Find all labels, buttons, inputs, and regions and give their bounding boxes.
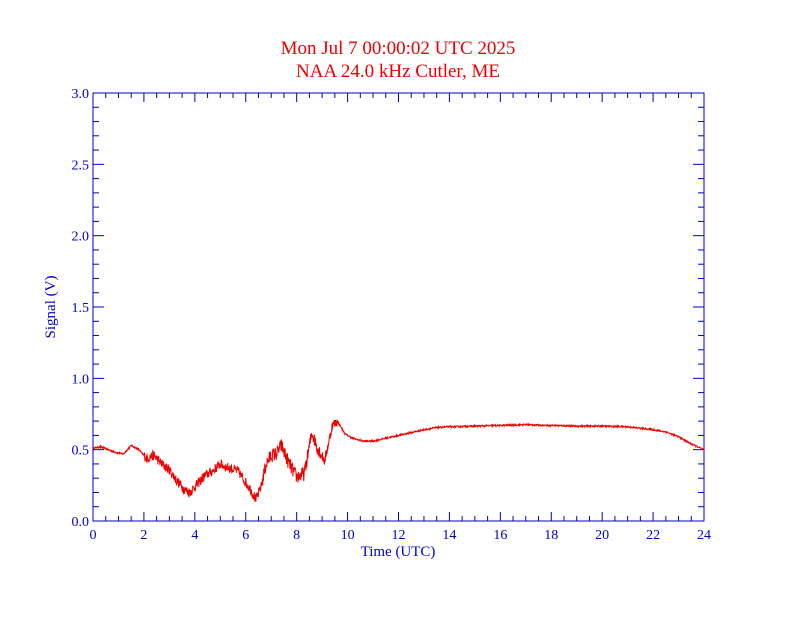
- axes-layer: 0 2 4 6 8 10 12 14 16 18 20 22 240.00.51.01.52.02.53…: [72, 87, 712, 543]
- chart-subtitle: NAA 24.0 kHz Cutler, ME: [296, 61, 500, 82]
- x-tick-label: 18: [544, 528, 558, 543]
- x-tick-label: 16: [493, 528, 507, 543]
- x-tick-label: 6: [242, 528, 249, 543]
- chart-title: Mon Jul 7 00:00:02 UTC 2025: [281, 38, 516, 59]
- y-tick-label: 1.5: [72, 301, 90, 316]
- x-axis-label: Time (UTC): [361, 544, 436, 560]
- x-tick-label: 10: [341, 528, 355, 543]
- y-tick-label: 2.5: [72, 158, 90, 173]
- x-tick-label: 20: [595, 528, 609, 543]
- y-tick-label: 0.5: [72, 444, 90, 459]
- y-tick-label: 2.0: [72, 230, 90, 245]
- y-axis-label: Signal (V): [43, 276, 59, 339]
- signal-series-line: [92, 419, 705, 502]
- plot-frame: [92, 92, 705, 522]
- x-tick-label: 8: [293, 528, 300, 543]
- x-tick-label: 12: [392, 528, 406, 543]
- x-tick-label: 24: [697, 528, 711, 543]
- x-tick-label: 4: [191, 528, 198, 543]
- x-tick-label: 14: [442, 528, 456, 543]
- y-tick-label: 1.0: [72, 372, 90, 387]
- y-tick-label: 0.0: [72, 515, 90, 530]
- x-tick-label: 0: [90, 528, 97, 543]
- x-tick-label: 2: [140, 528, 147, 543]
- y-tick-label: 3.0: [72, 87, 90, 102]
- x-tick-label: 22: [646, 528, 660, 543]
